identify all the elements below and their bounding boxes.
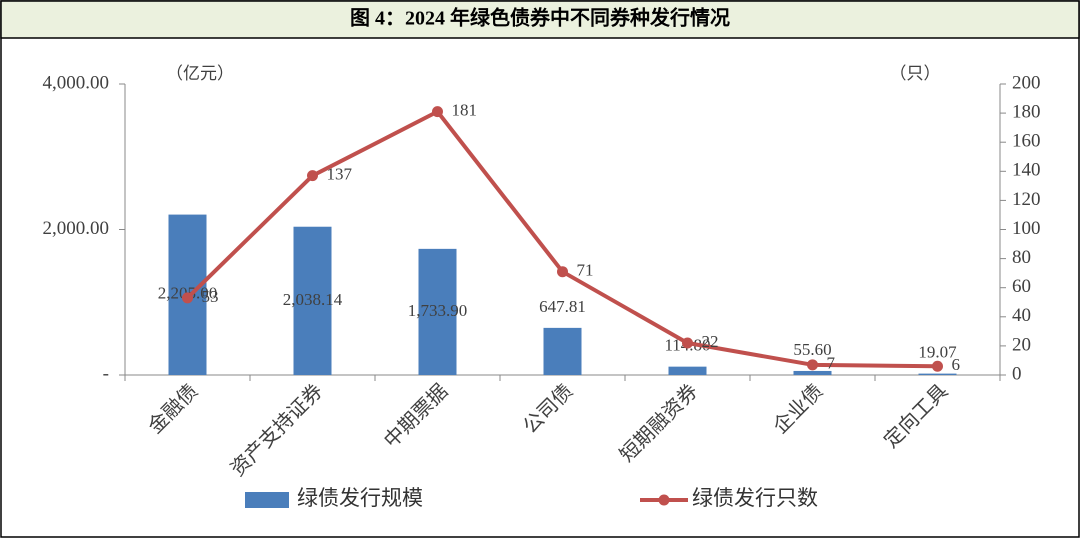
y2-tick-label: 200	[1012, 72, 1041, 93]
title-bar	[0, 0, 1080, 39]
y2-tick-label: 40	[1012, 305, 1031, 326]
line-value-label: 71	[577, 261, 594, 280]
y2-unit: （只）	[890, 64, 941, 83]
line-point	[182, 292, 193, 304]
line-value-label: 137	[327, 165, 353, 184]
bar	[543, 327, 582, 375]
line-point	[932, 360, 943, 372]
line-value-label: 22	[702, 332, 719, 351]
y2-tick-label: 20	[1012, 334, 1031, 355]
legend-label: 绿债发行规模	[297, 486, 423, 510]
y2-tick-label: 100	[1012, 218, 1041, 239]
line-value-label: 6	[952, 355, 961, 374]
line-point	[557, 266, 568, 278]
bar	[293, 226, 332, 375]
y2-tick-label: 80	[1012, 247, 1031, 268]
bar-value-label: 19.07	[918, 343, 957, 362]
y2-tick-label: 120	[1012, 189, 1041, 210]
legend-swatch-dot	[658, 494, 670, 506]
bar-value-label: 647.81	[539, 297, 586, 316]
y2-tick-label: 140	[1012, 160, 1041, 181]
y-unit: （亿元）	[166, 64, 234, 83]
bar-value-label: 2,038.14	[283, 290, 343, 309]
y2-tick-label: 60	[1012, 276, 1031, 297]
line-value-label: 181	[452, 101, 478, 120]
bar	[418, 248, 457, 375]
y-tick-label: -	[103, 363, 109, 384]
y2-tick-label: 180	[1012, 101, 1041, 122]
legend-label: 绿债发行只数	[692, 486, 818, 510]
y-tick-label: 2,000.00	[43, 218, 110, 239]
bar-value-label: 1,733.90	[408, 301, 468, 320]
bar	[668, 366, 707, 375]
legend-swatch	[245, 492, 289, 508]
y2-tick-label: 0	[1012, 363, 1022, 384]
line-point	[307, 170, 318, 182]
line-value-label: 7	[827, 354, 836, 373]
bar	[793, 370, 832, 375]
chart-title: 图 4：2024 年绿色债券中不同券种发行情况	[350, 6, 730, 30]
line-value-label: 53	[202, 287, 219, 306]
y2-tick-label: 160	[1012, 131, 1041, 152]
line-point	[432, 106, 443, 118]
bar-value-label: 55.60	[793, 340, 831, 359]
bar	[918, 373, 957, 375]
line-point	[807, 359, 818, 371]
line-point	[682, 337, 693, 349]
y-tick-label: 4,000.00	[43, 72, 110, 93]
